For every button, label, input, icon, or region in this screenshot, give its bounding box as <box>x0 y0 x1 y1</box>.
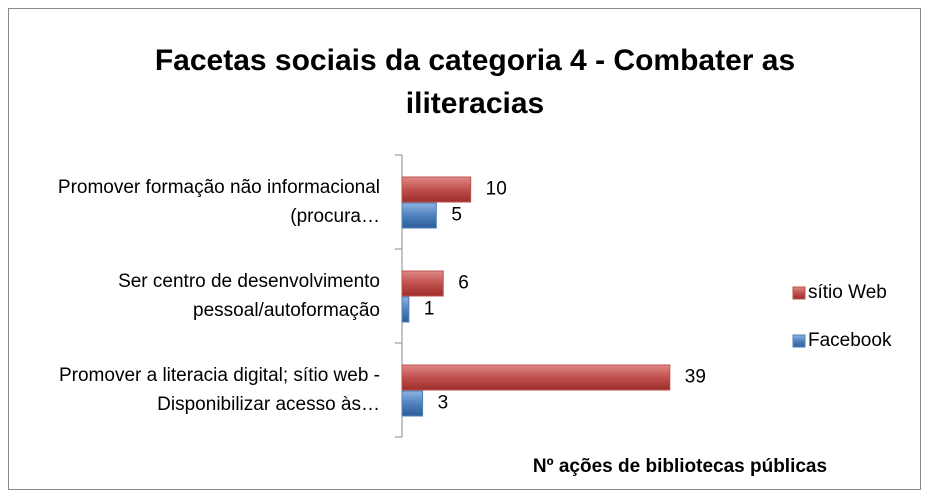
data-label: 10 <box>486 179 507 200</box>
bar <box>401 296 410 323</box>
y-tick-label: Ser centro de desenvolvimento pessoal/au… <box>118 271 380 321</box>
y-tick-label: Promover formação não informacional (pro… <box>57 177 380 227</box>
data-label: 1 <box>424 299 435 320</box>
bar <box>401 176 472 203</box>
bar <box>401 270 444 297</box>
data-label: 3 <box>438 393 449 414</box>
legend-label: sítio Web <box>808 282 887 303</box>
legend-swatch <box>792 334 806 348</box>
bar <box>401 364 671 391</box>
legend-swatch <box>792 286 806 300</box>
bar <box>401 202 437 229</box>
x-axis-title: Nº ações de bibliotecas públicas <box>533 456 827 477</box>
bar <box>401 390 424 417</box>
chart-border <box>8 8 921 490</box>
data-label: 39 <box>685 367 706 388</box>
y-tick-label: Promover a literacia digital; sítio web … <box>58 365 380 415</box>
data-label: 5 <box>451 205 462 226</box>
data-label: 6 <box>458 273 469 294</box>
chart-title: Facetas sociais da categoria 4 - Combate… <box>155 44 795 120</box>
legend-label: Facebook <box>808 330 892 351</box>
